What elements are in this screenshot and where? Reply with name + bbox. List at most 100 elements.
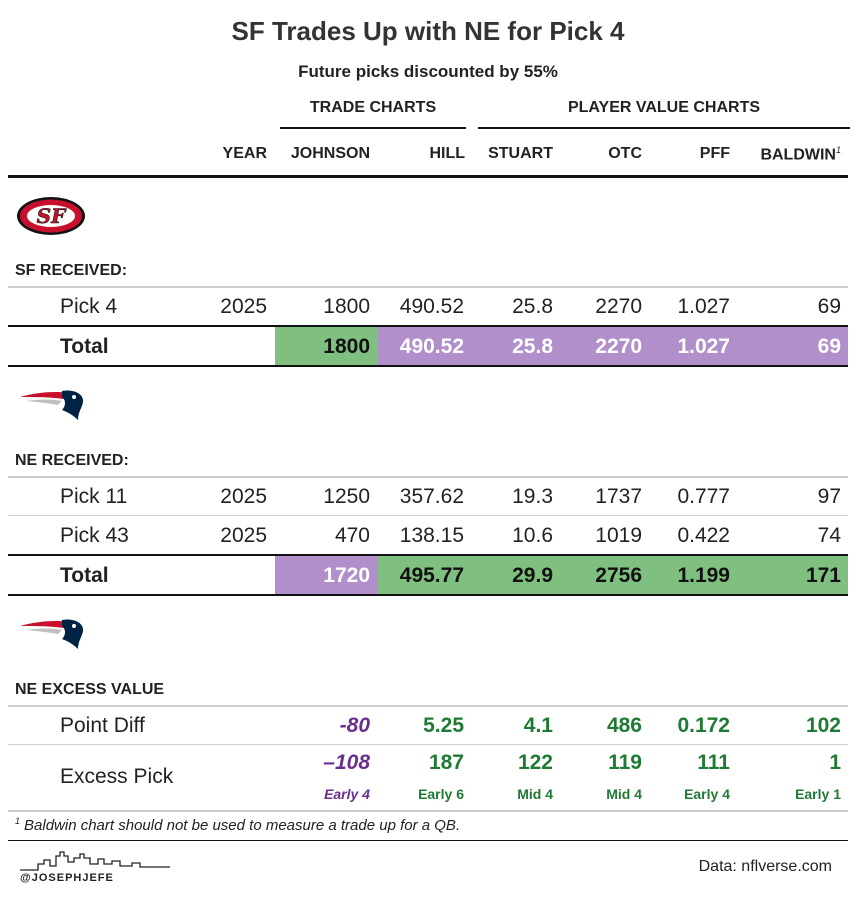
- group-trade-charts: TRADE CHARTS: [309, 99, 437, 116]
- cell-hill: 138.15: [399, 524, 464, 547]
- author-credit: @JOSEPHJEFE: [20, 872, 114, 884]
- row-label: Point Diff: [60, 714, 145, 737]
- sf-49ers-logo-icon: SF: [16, 196, 86, 241]
- footer-rule: [8, 840, 848, 841]
- cell-otc: 1019: [595, 524, 642, 547]
- ne-excess-section: NE EXCESS VALUE: [15, 681, 165, 698]
- ne-section-rule: [8, 476, 848, 478]
- cell-baldwin: 74: [817, 524, 841, 547]
- cell-pff: 0.172: [677, 714, 730, 737]
- sf-logo-text: SF: [37, 204, 67, 228]
- cell-stuart: 25.8: [512, 295, 553, 318]
- cell-otc: 2756: [560, 556, 650, 595]
- cell-pff: 1.027: [677, 295, 730, 318]
- cell-hill: 5.25: [423, 714, 464, 737]
- cell-pff: 111: [697, 751, 730, 774]
- cell-stuart: 25.8: [470, 327, 560, 366]
- ne-total-top-rule: [8, 554, 848, 556]
- cell-johnson: 1800: [275, 327, 378, 366]
- cell-baldwin: 171: [735, 556, 848, 595]
- sf-total-bottom-rule: [8, 365, 848, 367]
- sf-received-section: SF RECEIVED:: [15, 262, 128, 279]
- cell-year: 2025: [220, 295, 267, 318]
- cell-pff-sub: Early 4: [684, 786, 730, 802]
- footnote-text: Baldwin chart should not be used to meas…: [24, 817, 461, 834]
- group-player-value-charts: PLAYER VALUE CHARTS: [567, 99, 761, 116]
- cell-hill: 357.62: [399, 485, 464, 508]
- cell-hill: 490.52: [378, 327, 470, 366]
- col-otc: OTC: [608, 145, 642, 162]
- cell-stuart: 4.1: [523, 714, 553, 737]
- cell-otc: 1737: [595, 485, 642, 508]
- cell-stuart: 19.3: [512, 485, 553, 508]
- cell-pff: 0.422: [677, 524, 730, 547]
- chart-title: SF Trades Up with NE for Pick 4: [231, 16, 625, 46]
- col-stuart: STUART: [488, 145, 553, 162]
- cell-johnson: 1720: [275, 556, 378, 595]
- cell-pff: 1.027: [650, 327, 735, 366]
- table-row-ne-total: Total 1720 495.77 29.9 2756 1.199 171: [0, 556, 856, 595]
- ne-total-bottom-rule: [8, 594, 848, 596]
- cell-baldwin: 97: [817, 485, 841, 508]
- cell-hill: 490.52: [399, 295, 464, 318]
- row-label: Pick 11: [60, 485, 128, 508]
- ne-received-section: NE RECEIVED:: [15, 452, 129, 469]
- cell-stuart-sub: Mid 4: [517, 786, 553, 802]
- row-label: Pick 43: [60, 524, 129, 547]
- chart-subtitle: Future picks discounted by 55%: [298, 62, 558, 81]
- cell-year: 2025: [220, 524, 267, 547]
- cell-hill-sub: Early 6: [418, 786, 464, 802]
- footnote-mark: 1: [15, 816, 21, 826]
- footnote: 1 Baldwin chart should not be used to mea…: [15, 816, 460, 834]
- col-pff: PFF: [699, 145, 730, 162]
- cell-johnson: –108: [323, 751, 370, 774]
- cell-johnson: 1250: [323, 485, 370, 508]
- col-hill: HILL: [429, 145, 465, 162]
- group-trade-rule: [280, 127, 466, 129]
- ne-patriots-logo-icon: [18, 617, 86, 656]
- cell-hill: 187: [428, 751, 464, 774]
- row-label: Excess Pick: [60, 765, 174, 788]
- col-johnson: JOHNSON: [290, 145, 370, 162]
- table-row-point-diff: Point Diff -80 5.25 4.1 486 0.172 102: [0, 706, 856, 745]
- excess-row-divider: [8, 744, 848, 745]
- table-row-ne-pick-43: Pick 43 2025 470 138.15 10.6 1019 0.422 …: [0, 516, 856, 555]
- baldwin-footnote-mark: 1: [835, 145, 841, 155]
- table-bottom-rule: [8, 810, 848, 812]
- cell-johnson-sub: Early 4: [324, 786, 370, 802]
- cell-stuart: 122: [517, 751, 553, 774]
- cell-baldwin: 102: [805, 714, 841, 737]
- col-year: YEAR: [222, 145, 267, 162]
- skyline-logo-icon: [20, 850, 170, 877]
- cell-otc: 119: [608, 751, 642, 774]
- cell-baldwin: 1: [829, 751, 841, 774]
- cell-otc: 2270: [595, 295, 642, 318]
- table-row-sf-pick-4: Pick 4 2025 1800 490.52 25.8 2270 1.027 …: [0, 287, 856, 326]
- data-source: Data: nflverse.com: [698, 858, 832, 875]
- cell-year: 2025: [220, 485, 267, 508]
- cell-otc: 486: [606, 714, 642, 737]
- cell-stuart: 10.6: [512, 524, 553, 547]
- cell-johnson: -80: [339, 714, 370, 737]
- cell-johnson: 470: [334, 524, 370, 547]
- sf-total-top-rule: [8, 325, 848, 327]
- group-player-rule: [478, 127, 850, 129]
- cell-pff: 1.199: [650, 556, 735, 595]
- cell-baldwin: 69: [817, 295, 841, 318]
- table-row-excess-pick: Excess Pick –108 187 122 119 111 1 Early…: [0, 745, 856, 809]
- cell-hill: 495.77: [378, 556, 470, 595]
- cell-otc-sub: Mid 4: [606, 786, 642, 802]
- row-label: Total: [60, 564, 109, 587]
- table-row-sf-total: Total 1800 490.52 25.8 2270 1.027 69: [0, 327, 856, 366]
- cell-johnson: 1800: [323, 295, 370, 318]
- row-label: Pick 4: [60, 295, 118, 318]
- cell-otc: 2270: [560, 327, 650, 366]
- sf-section-rule: [8, 286, 848, 288]
- row-label: Total: [60, 335, 109, 358]
- cell-pff: 0.777: [677, 485, 730, 508]
- cell-stuart: 29.9: [470, 556, 560, 595]
- ne-row-divider: [8, 515, 848, 516]
- cell-baldwin-sub: Early 1: [795, 786, 841, 802]
- ne-patriots-logo-icon: [18, 388, 86, 427]
- cell-baldwin: 69: [735, 327, 848, 366]
